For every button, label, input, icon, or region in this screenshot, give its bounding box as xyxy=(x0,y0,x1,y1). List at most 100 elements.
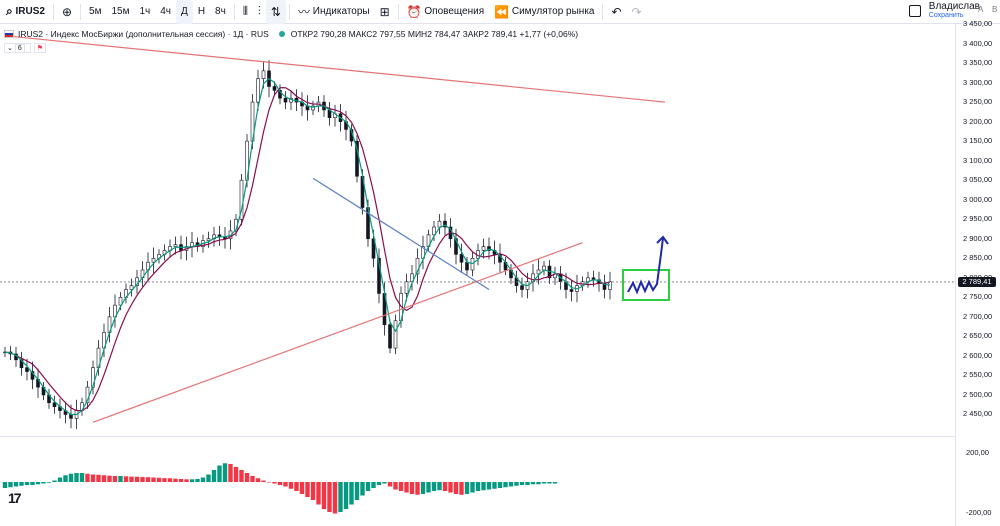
legend-title[interactable]: IRUS2 · Индекс МосБиржи (дополнительная … xyxy=(18,29,269,39)
oscillator-bar xyxy=(338,482,343,512)
grid-icon: ⊞ xyxy=(379,4,390,19)
oscillator-bar xyxy=(90,474,96,482)
oscillator-bar xyxy=(118,476,123,482)
candle-body xyxy=(388,324,392,349)
candle-body xyxy=(437,220,442,228)
candle-body xyxy=(118,297,123,306)
oscillator-bar xyxy=(525,482,530,485)
bars-style-button[interactable]: ⫶ xyxy=(253,0,266,24)
oscillator-bar xyxy=(151,477,156,482)
oscillator-bar xyxy=(46,482,52,483)
oscillator-bar xyxy=(387,482,393,487)
save-layout-button[interactable]: Владислав Сохранить xyxy=(908,1,980,20)
interval-15m[interactable]: 15м xyxy=(111,6,130,17)
oscillator-bar xyxy=(211,470,217,482)
candles-style-button[interactable]: ⫴ xyxy=(238,0,253,24)
oscillator-bar xyxy=(134,476,140,482)
oscillator-bar xyxy=(255,478,261,482)
price-tick-label: 2 600,00 xyxy=(963,350,993,360)
divider xyxy=(80,3,82,20)
falling-trendline[interactable] xyxy=(312,177,490,291)
symbol-search-button[interactable]: ⌕ IRUS2 xyxy=(0,0,50,24)
alerts-button[interactable]: ⏰ Оповещения xyxy=(406,4,485,19)
price-axis[interactable]: 3 450,00 3 400,00 3 350,00 3 300,00 3 250,00… xyxy=(955,19,1000,524)
candle-body xyxy=(459,254,464,263)
upper-trendline[interactable] xyxy=(4,35,666,103)
chart-type-button[interactable]: ⇅ xyxy=(265,0,286,24)
templates-button[interactable]: ⊞ xyxy=(375,0,395,24)
interval-8h[interactable]: 8ч xyxy=(215,6,226,17)
replay-button[interactable]: ⏪ Симулятор рынка xyxy=(494,4,595,19)
rewind-icon: ⏪ xyxy=(494,4,510,19)
oscillator-bar xyxy=(426,482,431,493)
oscillator-bar xyxy=(409,482,415,494)
divider xyxy=(233,3,235,20)
current-price-label: 2 789,41 xyxy=(958,276,996,287)
oscillator-bar xyxy=(162,478,167,482)
undo-button[interactable]: ↶ xyxy=(606,0,626,24)
candle-body xyxy=(151,257,156,263)
side-letter-a[interactable]: А xyxy=(978,5,984,14)
side-letter-b[interactable]: В xyxy=(992,5,998,14)
candle-body xyxy=(283,97,288,103)
candle-body xyxy=(432,226,436,236)
oscillator-bar xyxy=(189,479,195,482)
price-tick-label: 3 000,00 xyxy=(963,194,993,204)
oscillator-bar xyxy=(398,482,404,491)
oscillator-bar xyxy=(167,478,173,482)
chart-canvas[interactable]: 200,00 -200,00 xyxy=(0,24,1000,526)
oscillator-bar xyxy=(503,482,508,488)
oscillator-bar xyxy=(129,476,134,482)
flag-icon: ⚑ xyxy=(33,43,46,53)
oscillator-bar xyxy=(475,482,481,491)
projection-path[interactable] xyxy=(627,237,664,295)
candle-body xyxy=(569,289,574,292)
interval-day[interactable]: Д xyxy=(176,0,193,24)
alarm-clock-icon: ⏰ xyxy=(406,4,422,19)
projection-arrow-head[interactable] xyxy=(656,235,669,245)
interval-5m[interactable]: 5м xyxy=(89,6,102,17)
collapse-icon: ⌄ 6 xyxy=(4,43,31,53)
oscillator-bar xyxy=(107,475,112,482)
oscillator-bar xyxy=(35,482,41,485)
redo-button[interactable]: ↷ xyxy=(627,0,647,24)
candle-body xyxy=(52,402,57,407)
candle-body xyxy=(256,78,260,103)
oscillator-bar xyxy=(52,480,57,482)
oscillator-bar xyxy=(310,482,316,500)
oscillator-bar xyxy=(244,473,250,482)
oscillator-bar xyxy=(30,482,35,485)
oscillator-bar xyxy=(514,482,519,486)
oscillator-bar xyxy=(327,482,332,512)
divider xyxy=(52,3,54,20)
legend-ohlc: ОТКР2 790,28 МАКС2 797,55 МИН2 784,47 ЗА… xyxy=(290,29,579,39)
lower-trendline[interactable] xyxy=(92,242,583,423)
interval-1h[interactable]: 1ч xyxy=(139,6,151,17)
compare-symbol-button[interactable]: ⊕ xyxy=(57,0,77,24)
chart-legend: IRUS2 · Индекс МосБиржи (дополнительная … xyxy=(4,29,578,39)
indicator-legend[interactable]: ⌄ 6 ⚑ xyxy=(4,43,49,53)
price-tick-label: 2 450,00 xyxy=(963,409,993,419)
oscillator-bar xyxy=(547,482,552,484)
divider xyxy=(602,3,604,20)
oscillator-bar xyxy=(437,482,442,491)
oscillator-bar xyxy=(266,482,272,483)
candle-body xyxy=(465,261,469,271)
oscillator-bar xyxy=(442,482,448,491)
price-tick-label: 2 700,00 xyxy=(963,311,993,321)
interval-4h[interactable]: 4ч xyxy=(160,6,172,17)
indicators-button[interactable]: 〰 Индикаторы xyxy=(297,5,370,19)
oscillator-bar xyxy=(123,476,129,482)
oscillator-bar xyxy=(140,477,145,482)
candle-body xyxy=(371,238,376,259)
oscillator-bar xyxy=(420,482,426,494)
candle-body xyxy=(377,257,381,294)
oscillator-bar xyxy=(349,482,354,505)
price-tick-label: 3 400,00 xyxy=(963,38,993,48)
oscillator-bar xyxy=(393,482,398,490)
interval-week[interactable]: Н xyxy=(197,6,206,17)
oscillator-bar xyxy=(24,482,30,485)
candle-body xyxy=(25,367,29,372)
projection-box[interactable] xyxy=(622,269,670,301)
oscillator-bar xyxy=(96,474,101,482)
